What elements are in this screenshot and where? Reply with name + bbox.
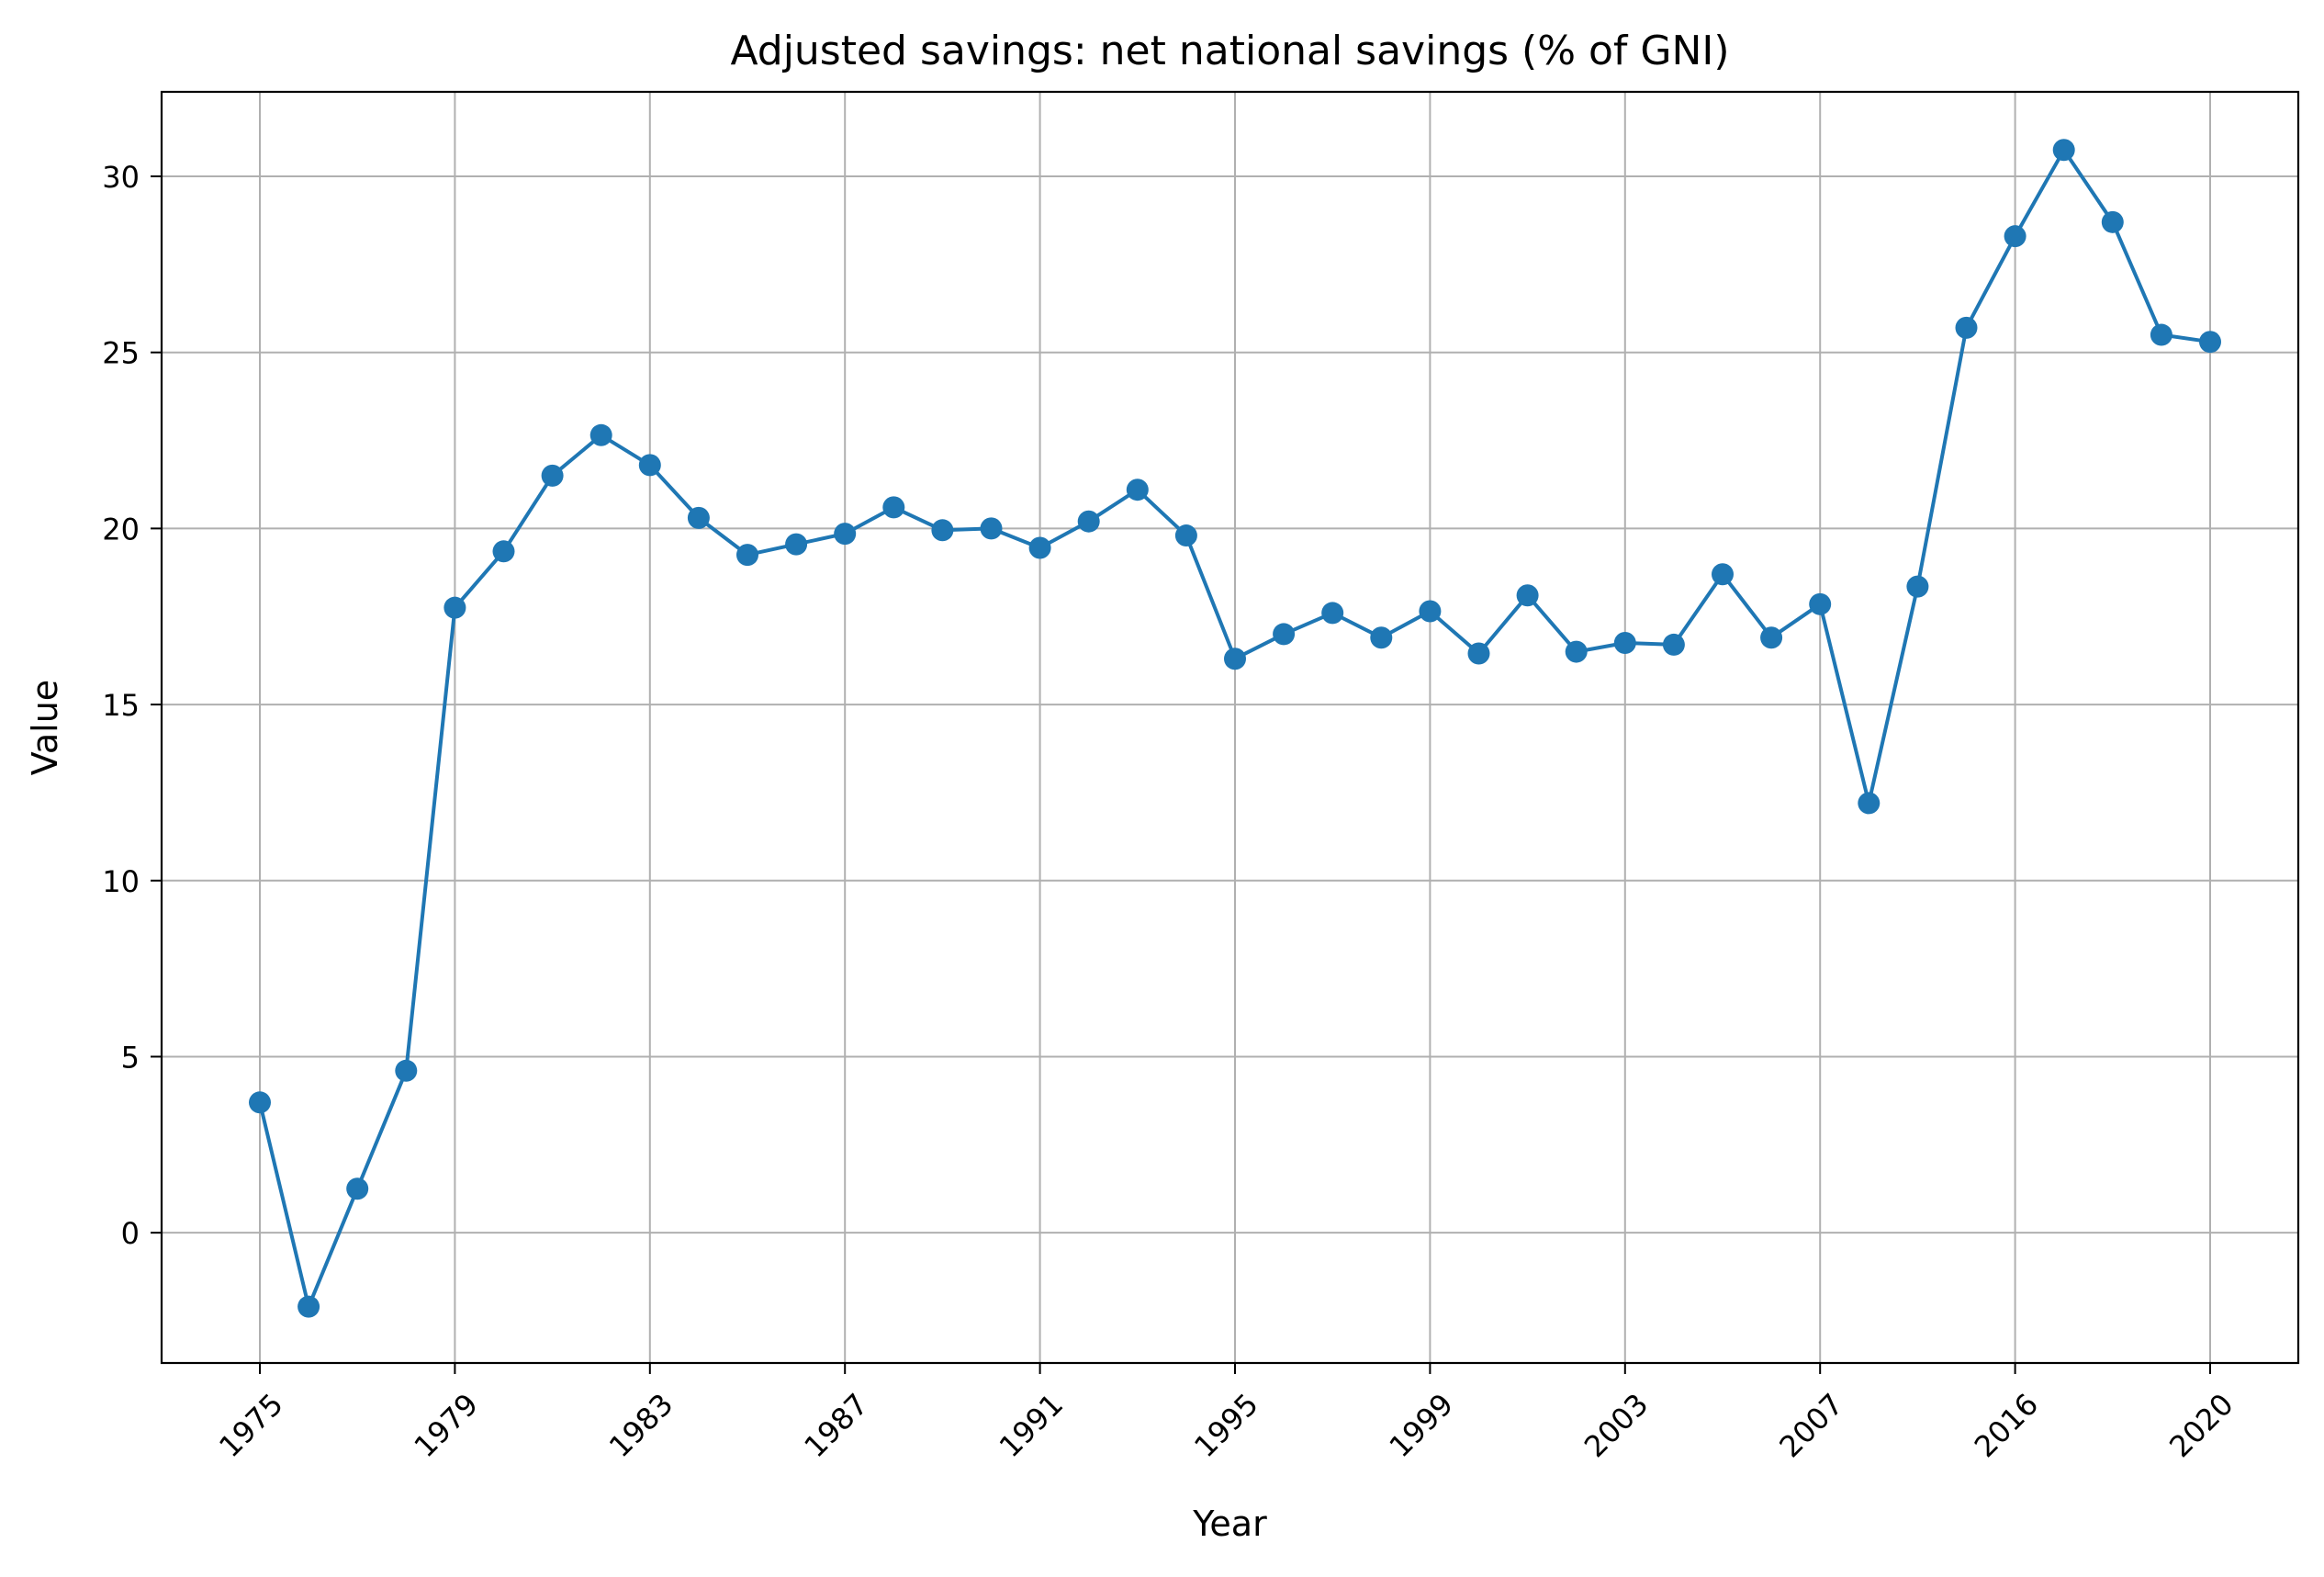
- data-point: [492, 540, 515, 563]
- data-point: [1077, 510, 1100, 533]
- data-point: [1662, 633, 1685, 656]
- data-point: [1467, 642, 1490, 665]
- y-tick-label: 5: [121, 1040, 140, 1075]
- data-point: [1613, 631, 1636, 654]
- y-tick-label: 25: [102, 336, 140, 371]
- x-axis-label: Year: [1192, 1504, 1267, 1544]
- data-point: [785, 533, 808, 556]
- data-point: [1126, 479, 1149, 501]
- data-point: [2004, 225, 2026, 248]
- data-point: [2052, 139, 2075, 162]
- y-tick-label: 0: [121, 1216, 140, 1251]
- data-point: [980, 517, 1003, 540]
- data-point: [443, 596, 466, 619]
- data-point: [2150, 323, 2172, 346]
- data-point: [541, 464, 564, 487]
- data-point: [1273, 623, 1296, 646]
- chart-title: Adjusted savings: net national savings (…: [730, 28, 1729, 74]
- data-point: [249, 1091, 271, 1114]
- data-point: [1955, 316, 1978, 339]
- data-point: [2199, 331, 2221, 354]
- data-point: [1712, 563, 1734, 586]
- data-point: [736, 544, 758, 567]
- y-tick-label: 10: [102, 864, 140, 899]
- data-point: [298, 1295, 320, 1318]
- y-axis: 0 5 10 15 20 25 30: [102, 160, 162, 1251]
- data-point: [638, 454, 661, 477]
- data-point: [1565, 640, 1588, 663]
- grid: [162, 92, 2298, 1363]
- data-point: [589, 423, 612, 446]
- plot-frame: [160, 90, 2300, 1365]
- y-axis-label: Value: [25, 680, 65, 775]
- data-point: [1370, 626, 1393, 649]
- data-point: [687, 506, 710, 529]
- series-layer: [249, 139, 2221, 1318]
- y-tick-label: 20: [102, 512, 140, 546]
- data-point: [1858, 792, 1881, 815]
- data-point: [395, 1059, 418, 1082]
- data-point: [1906, 575, 1929, 598]
- data-point: [1224, 648, 1246, 670]
- data-point: [931, 519, 954, 542]
- y-tick-label: 30: [102, 160, 140, 195]
- data-point: [1028, 536, 1051, 559]
- data-point: [346, 1177, 369, 1200]
- data-point: [1321, 602, 1344, 625]
- data-point: [834, 523, 857, 546]
- data-point: [1760, 626, 1783, 649]
- data-point: [1419, 600, 1442, 623]
- data-point: [2101, 210, 2124, 233]
- data-point: [1809, 592, 1832, 615]
- data-point: [1174, 524, 1197, 547]
- data-point: [1516, 584, 1539, 607]
- y-tick-label: 15: [102, 688, 140, 723]
- data-point: [882, 496, 905, 519]
